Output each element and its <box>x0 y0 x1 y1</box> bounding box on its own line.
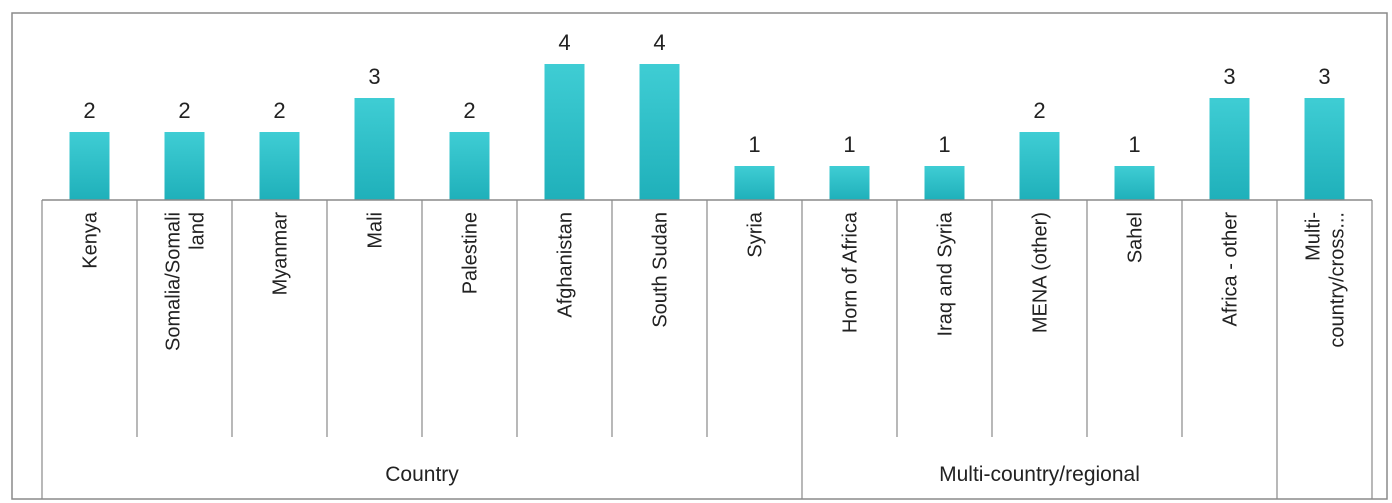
category-label-3: Mali <box>365 212 387 249</box>
data-label-9: 1 <box>938 132 950 157</box>
data-label-11: 1 <box>1128 132 1140 157</box>
data-label-6: 4 <box>653 30 665 55</box>
category-label-0: Kenya <box>80 211 102 269</box>
bar-3 <box>354 98 395 200</box>
category-label-11: Sahel <box>1125 212 1147 263</box>
group-labels-layer: Country Multi-country/regional <box>385 463 1140 486</box>
bar-6 <box>639 64 680 200</box>
data-label-0: 2 <box>83 98 95 123</box>
category-label-8: Horn of Africa <box>840 211 862 333</box>
bars-layer <box>69 64 1345 200</box>
data-label-8: 1 <box>843 132 855 157</box>
bar-13 <box>1304 98 1345 200</box>
category-label-10: MENA (other) <box>1030 212 1052 333</box>
data-label-5: 4 <box>558 30 570 55</box>
data-label-12: 3 <box>1223 64 1235 89</box>
category-axis <box>41 199 1373 499</box>
category-label-5: Afghanistan <box>555 212 577 318</box>
category-label-12: Africa - other <box>1220 212 1242 327</box>
bar-12 <box>1209 98 1250 200</box>
data-label-2: 2 <box>273 98 285 123</box>
data-label-1: 2 <box>178 98 190 123</box>
bar-2 <box>259 132 300 200</box>
bar-7 <box>734 166 775 200</box>
category-labels-layer: Kenya Somalia/Somali land Myanmar Mali Palest… <box>80 211 1349 351</box>
bar-9 <box>924 166 965 200</box>
data-labels-layer: 2 2 2 3 2 4 4 1 1 1 2 1 3 3 <box>83 30 1330 157</box>
data-label-13: 3 <box>1318 64 1330 89</box>
category-label-2: Myanmar <box>270 212 292 296</box>
category-label-1: Somalia/Somali land <box>163 212 209 351</box>
bar-4 <box>449 132 490 200</box>
category-label-13: Multi-country/cross... <box>1303 212 1349 348</box>
chart-frame <box>11 12 1388 500</box>
bar-10 <box>1019 132 1060 200</box>
group-label-0: Country <box>385 463 459 486</box>
bar-8 <box>829 166 870 200</box>
bar-0 <box>69 132 110 200</box>
data-label-7: 1 <box>748 132 760 157</box>
bar-11 <box>1114 166 1155 200</box>
data-label-3: 3 <box>368 64 380 89</box>
bar-5 <box>544 64 585 200</box>
data-label-4: 2 <box>463 98 475 123</box>
data-label-10: 2 <box>1033 98 1045 123</box>
category-label-9: Iraq and Syria <box>935 211 957 336</box>
category-label-4: Palestine <box>460 212 482 294</box>
bar-1 <box>164 132 205 200</box>
category-label-6: South Sudan <box>650 212 672 328</box>
group-label-1: Multi-country/regional <box>939 463 1140 486</box>
category-label-7: Syria <box>745 211 767 257</box>
